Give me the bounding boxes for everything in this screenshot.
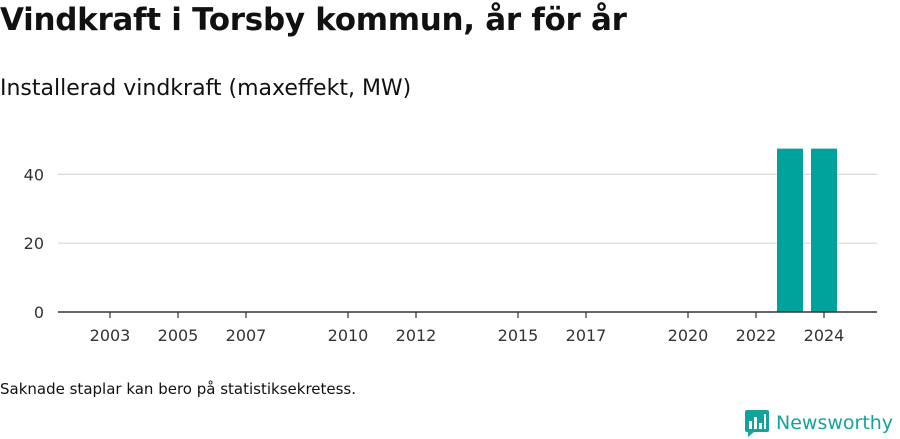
chart-title: Vindkraft i Torsby kommun, år för år [0, 2, 627, 38]
y-tick-labels: 0 20 40 [24, 165, 44, 322]
grid-lines [58, 173, 877, 244]
y-tick-label-20: 20 [24, 234, 44, 253]
newsworthy-logo-icon [745, 410, 769, 437]
y-tick-label-0: 0 [34, 303, 44, 322]
footnote: Saknade staplar kan bero på statistiksek… [0, 380, 357, 398]
y-tick-label-40: 40 [24, 165, 44, 184]
chart-subtitle: Installerad vindkraft (maxeffekt, MW) [0, 76, 412, 101]
x-tick-label-2010: 2010 [328, 326, 369, 345]
x-tick-label-2017: 2017 [566, 326, 607, 345]
newsworthy-logo-text: Newsworthy [776, 412, 894, 434]
x-tick-label-2015: 2015 [498, 326, 539, 345]
x-tick-label-2020: 2020 [668, 326, 709, 345]
x-tick-labels: 2003 2005 2007 2010 2012 2015 2017 2020 2022 2024 [90, 312, 845, 345]
bar-2024 [811, 148, 837, 312]
bar-chart: 2003 2005 2007 2010 2012 2015 2017 2020 2022 2024… [24, 148, 877, 345]
x-tick-label-2007: 2007 [226, 326, 267, 345]
x-tick-label-2024: 2024 [804, 326, 845, 345]
x-tick-label-2012: 2012 [396, 326, 437, 345]
bar-2023 [777, 148, 803, 312]
newsworthy-logo: Newsworthy [744, 408, 893, 438]
x-tick-label-2003: 2003 [90, 326, 131, 345]
bars [777, 148, 837, 312]
x-tick-label-2022: 2022 [736, 326, 777, 345]
x-tick-label-2005: 2005 [158, 326, 199, 345]
